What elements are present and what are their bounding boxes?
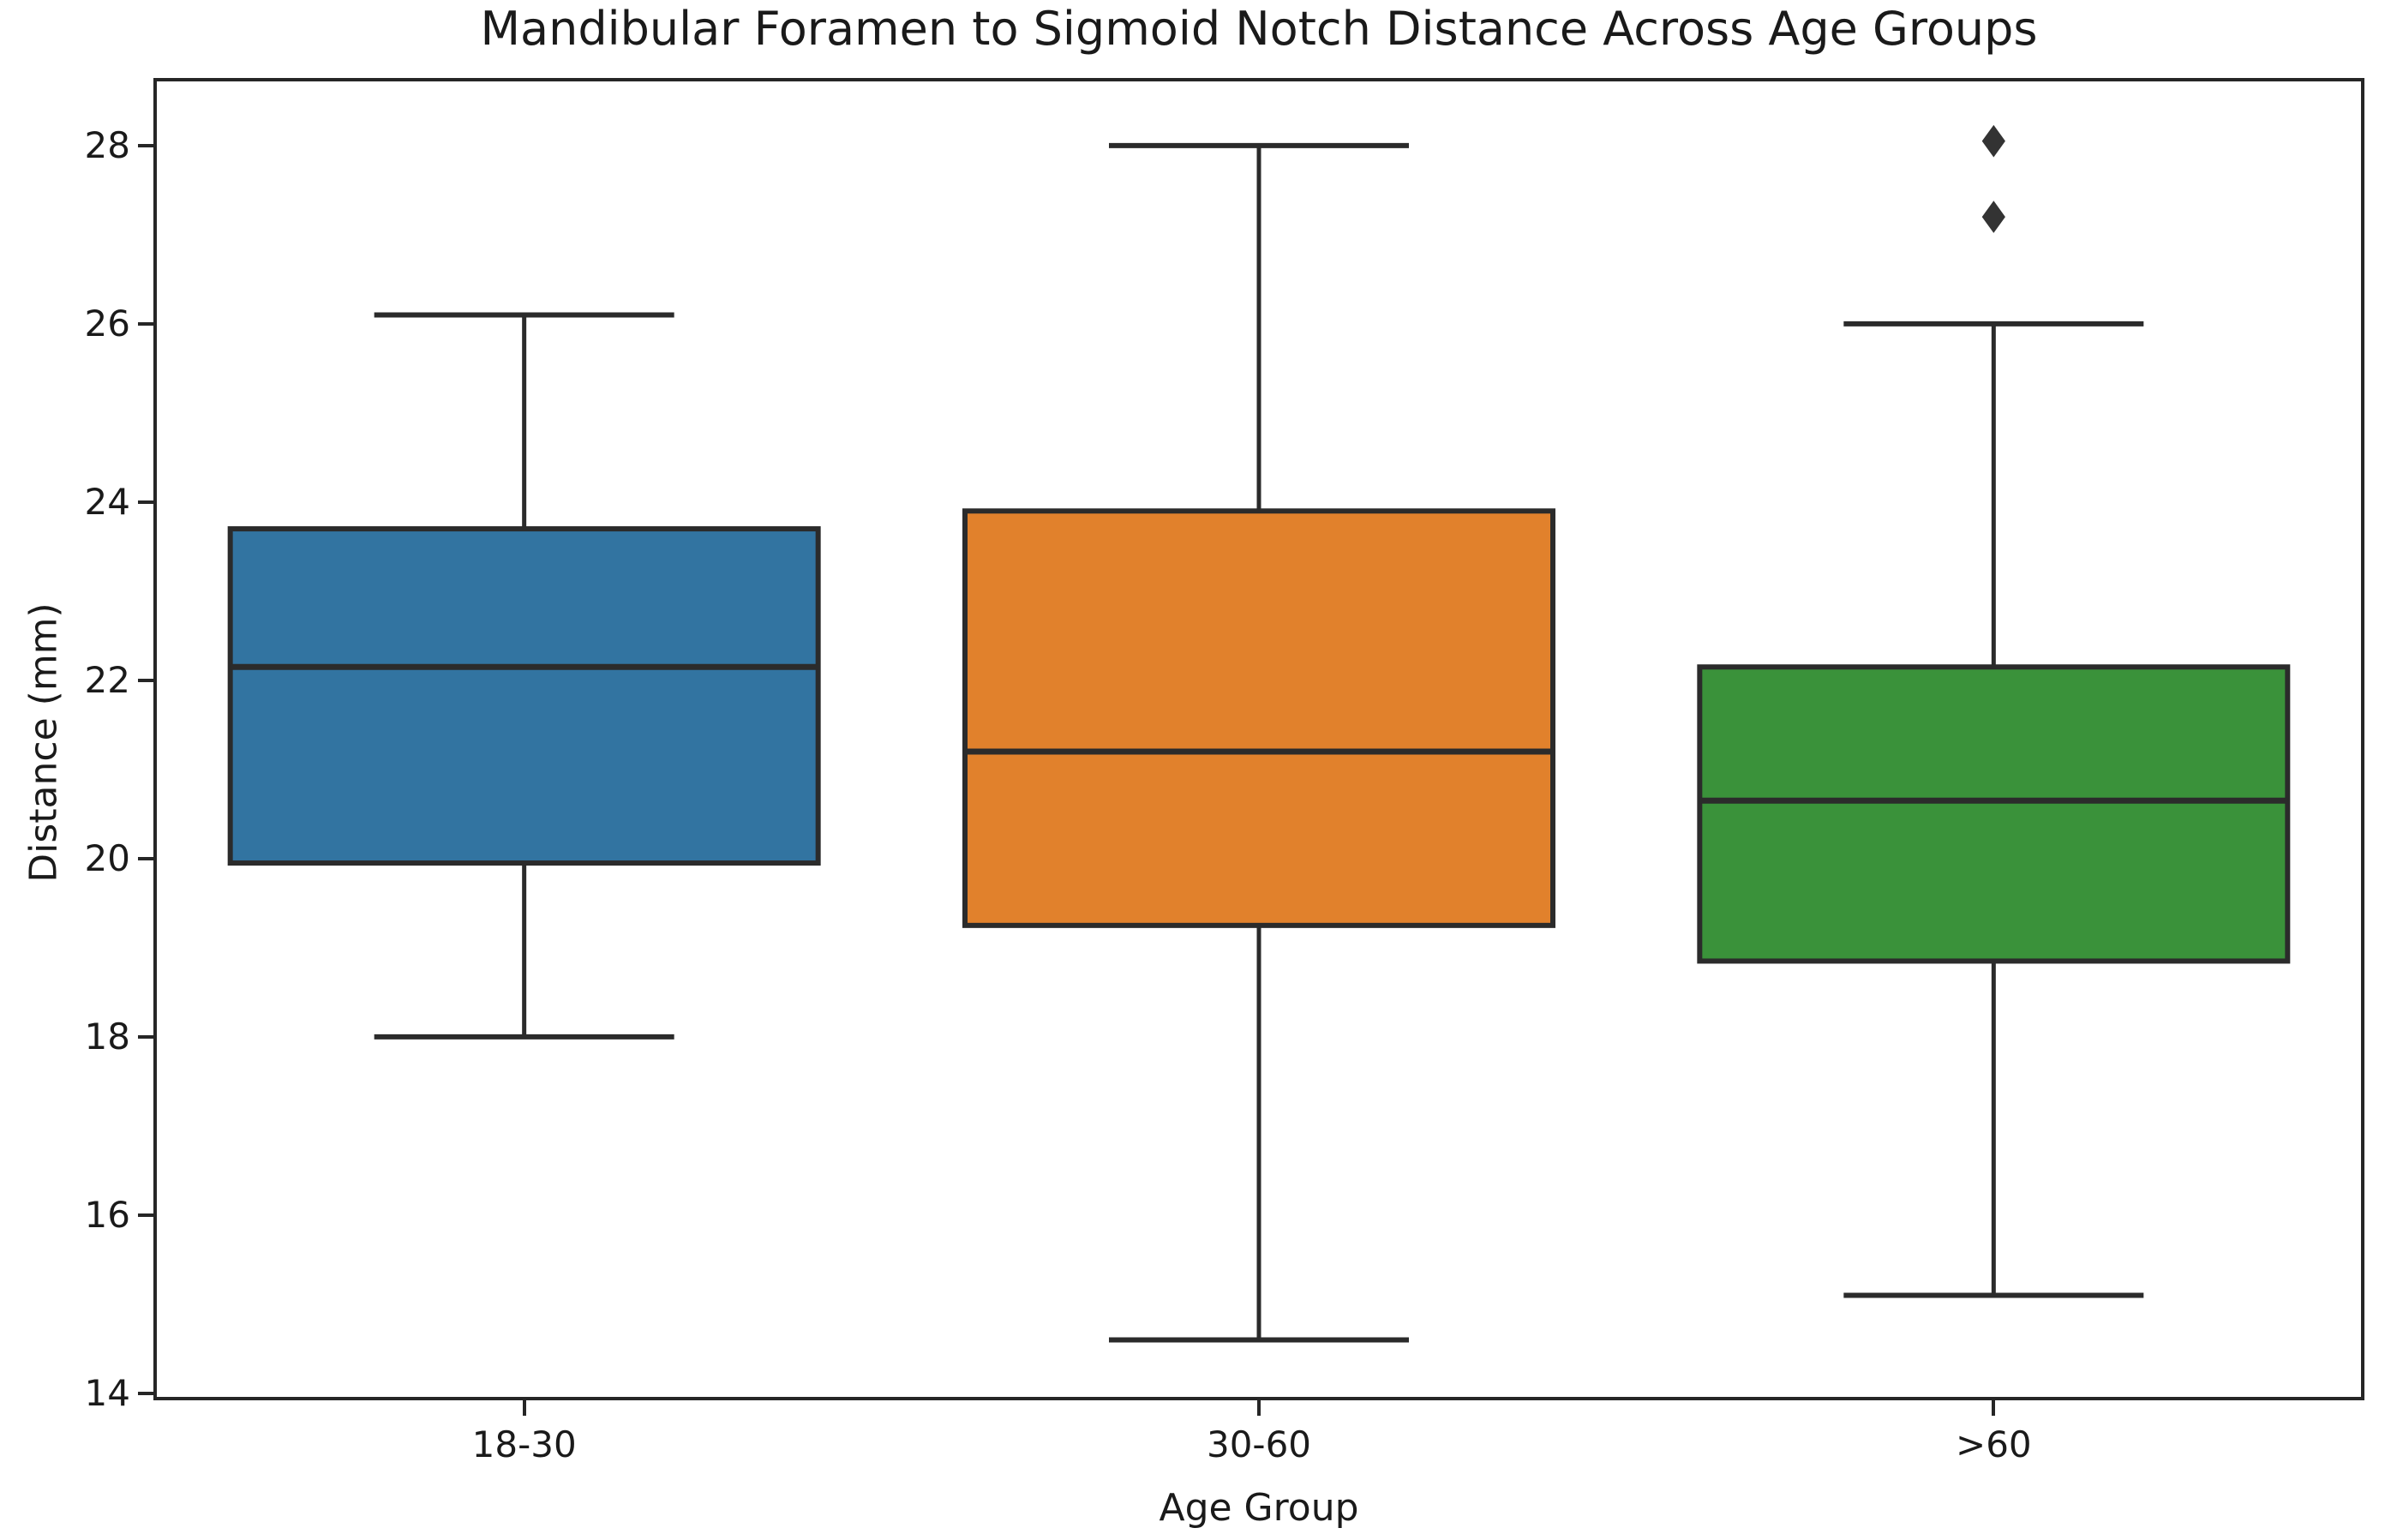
box-group-30-60 [962, 142, 1555, 1343]
y-tick-label: 18 [84, 1015, 130, 1058]
x-tick-label: 30-60 [1206, 1423, 1312, 1465]
box-group->60 [1697, 124, 2291, 1298]
y-tick-mark [138, 321, 153, 326]
x-tick-mark [522, 1400, 526, 1416]
boxplot-canvas [227, 124, 2291, 1343]
plot-area [153, 78, 2364, 1400]
y-tick-label: 20 [84, 836, 130, 879]
x-tick-label: 18-30 [471, 1423, 577, 1465]
y-tick-mark [138, 500, 153, 504]
y-tick-mark [138, 1213, 153, 1217]
iqr-box [227, 526, 821, 866]
iqr-box [962, 508, 1555, 928]
y-tick-label: 28 [84, 123, 130, 166]
outlier-diamond [1981, 201, 2005, 233]
y-tick-label: 24 [84, 480, 130, 523]
x-tick-mark [1992, 1400, 1996, 1416]
y-tick-label: 22 [84, 658, 130, 701]
x-tick-mark [1257, 1400, 1261, 1416]
y-tick-label: 26 [84, 302, 130, 345]
outlier-diamond [1981, 124, 2005, 158]
y-tick-mark [138, 1391, 153, 1395]
chart-title: Mandibular Foramen to Sigmoid Notch Dist… [480, 2, 2038, 56]
y-tick-mark [138, 856, 153, 860]
x-tick-label: >60 [1956, 1423, 2032, 1465]
box-group-18-30 [227, 312, 821, 1040]
y-tick-mark [138, 143, 153, 147]
y-tick-mark [138, 678, 153, 682]
iqr-box [1697, 664, 2291, 964]
y-tick-mark [138, 1034, 153, 1039]
x-axis-label: Age Group [1159, 1486, 1359, 1530]
y-tick-label: 14 [84, 1371, 130, 1414]
y-tick-label: 16 [84, 1193, 130, 1236]
